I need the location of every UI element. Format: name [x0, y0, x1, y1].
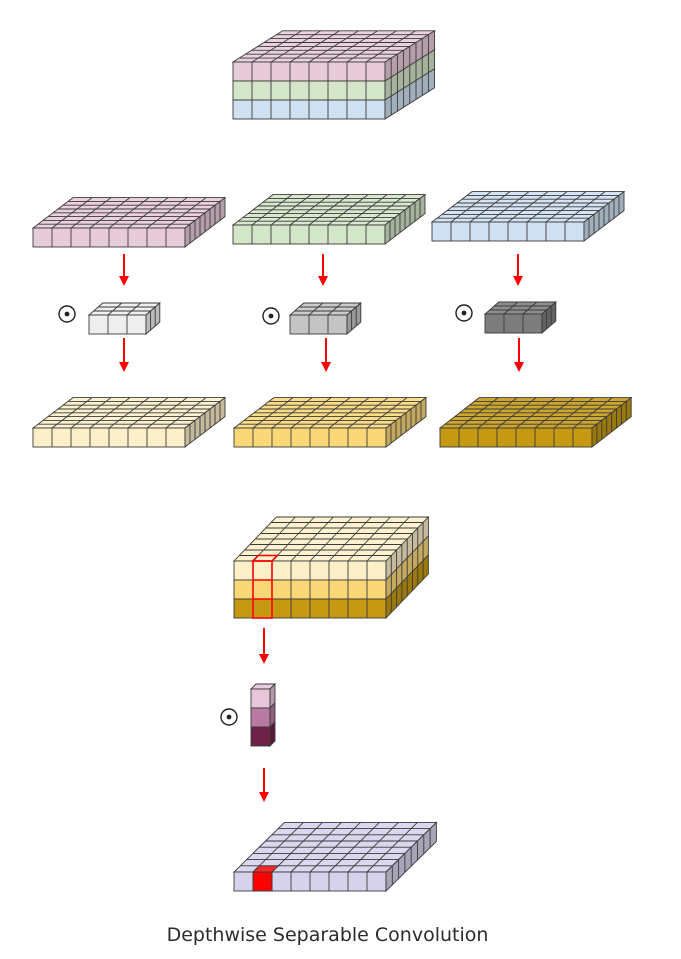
arrow-channel-3	[513, 254, 523, 286]
input-channel-2	[231, 193, 427, 245]
stacked-depthwise-output	[232, 515, 430, 620]
conv-operator-2	[262, 307, 280, 325]
input-channel-3	[430, 190, 626, 242]
arrow-kernel-3	[514, 338, 524, 372]
depthwise-output-2	[232, 396, 428, 448]
depthwise-kernel-3	[483, 301, 558, 334]
arrow-pointwise-to-output	[259, 768, 269, 802]
arrow-kernel-2	[321, 338, 331, 372]
arrow-kernel-1	[119, 338, 129, 372]
highlight-column	[251, 554, 280, 619]
depthwise-kernel-1	[87, 302, 162, 335]
depthwise-output-3	[438, 396, 633, 448]
arrow-stack-to-pointwise	[259, 628, 269, 664]
arrow-channel-1	[119, 254, 129, 286]
diagram-caption: Depthwise Separable Convolution	[166, 924, 489, 946]
depthwise-kernel-2	[288, 302, 363, 335]
conv-operator-3	[455, 304, 473, 322]
output-highlight-cell	[251, 865, 280, 892]
depthwise-output-1	[31, 396, 227, 448]
conv-operator-4	[220, 708, 238, 726]
arrow-channel-2	[318, 254, 328, 286]
pointwise-kernel	[249, 682, 277, 748]
conv-operator-1	[58, 305, 76, 323]
input-channel-1	[31, 196, 227, 248]
input-volume	[231, 29, 437, 120]
